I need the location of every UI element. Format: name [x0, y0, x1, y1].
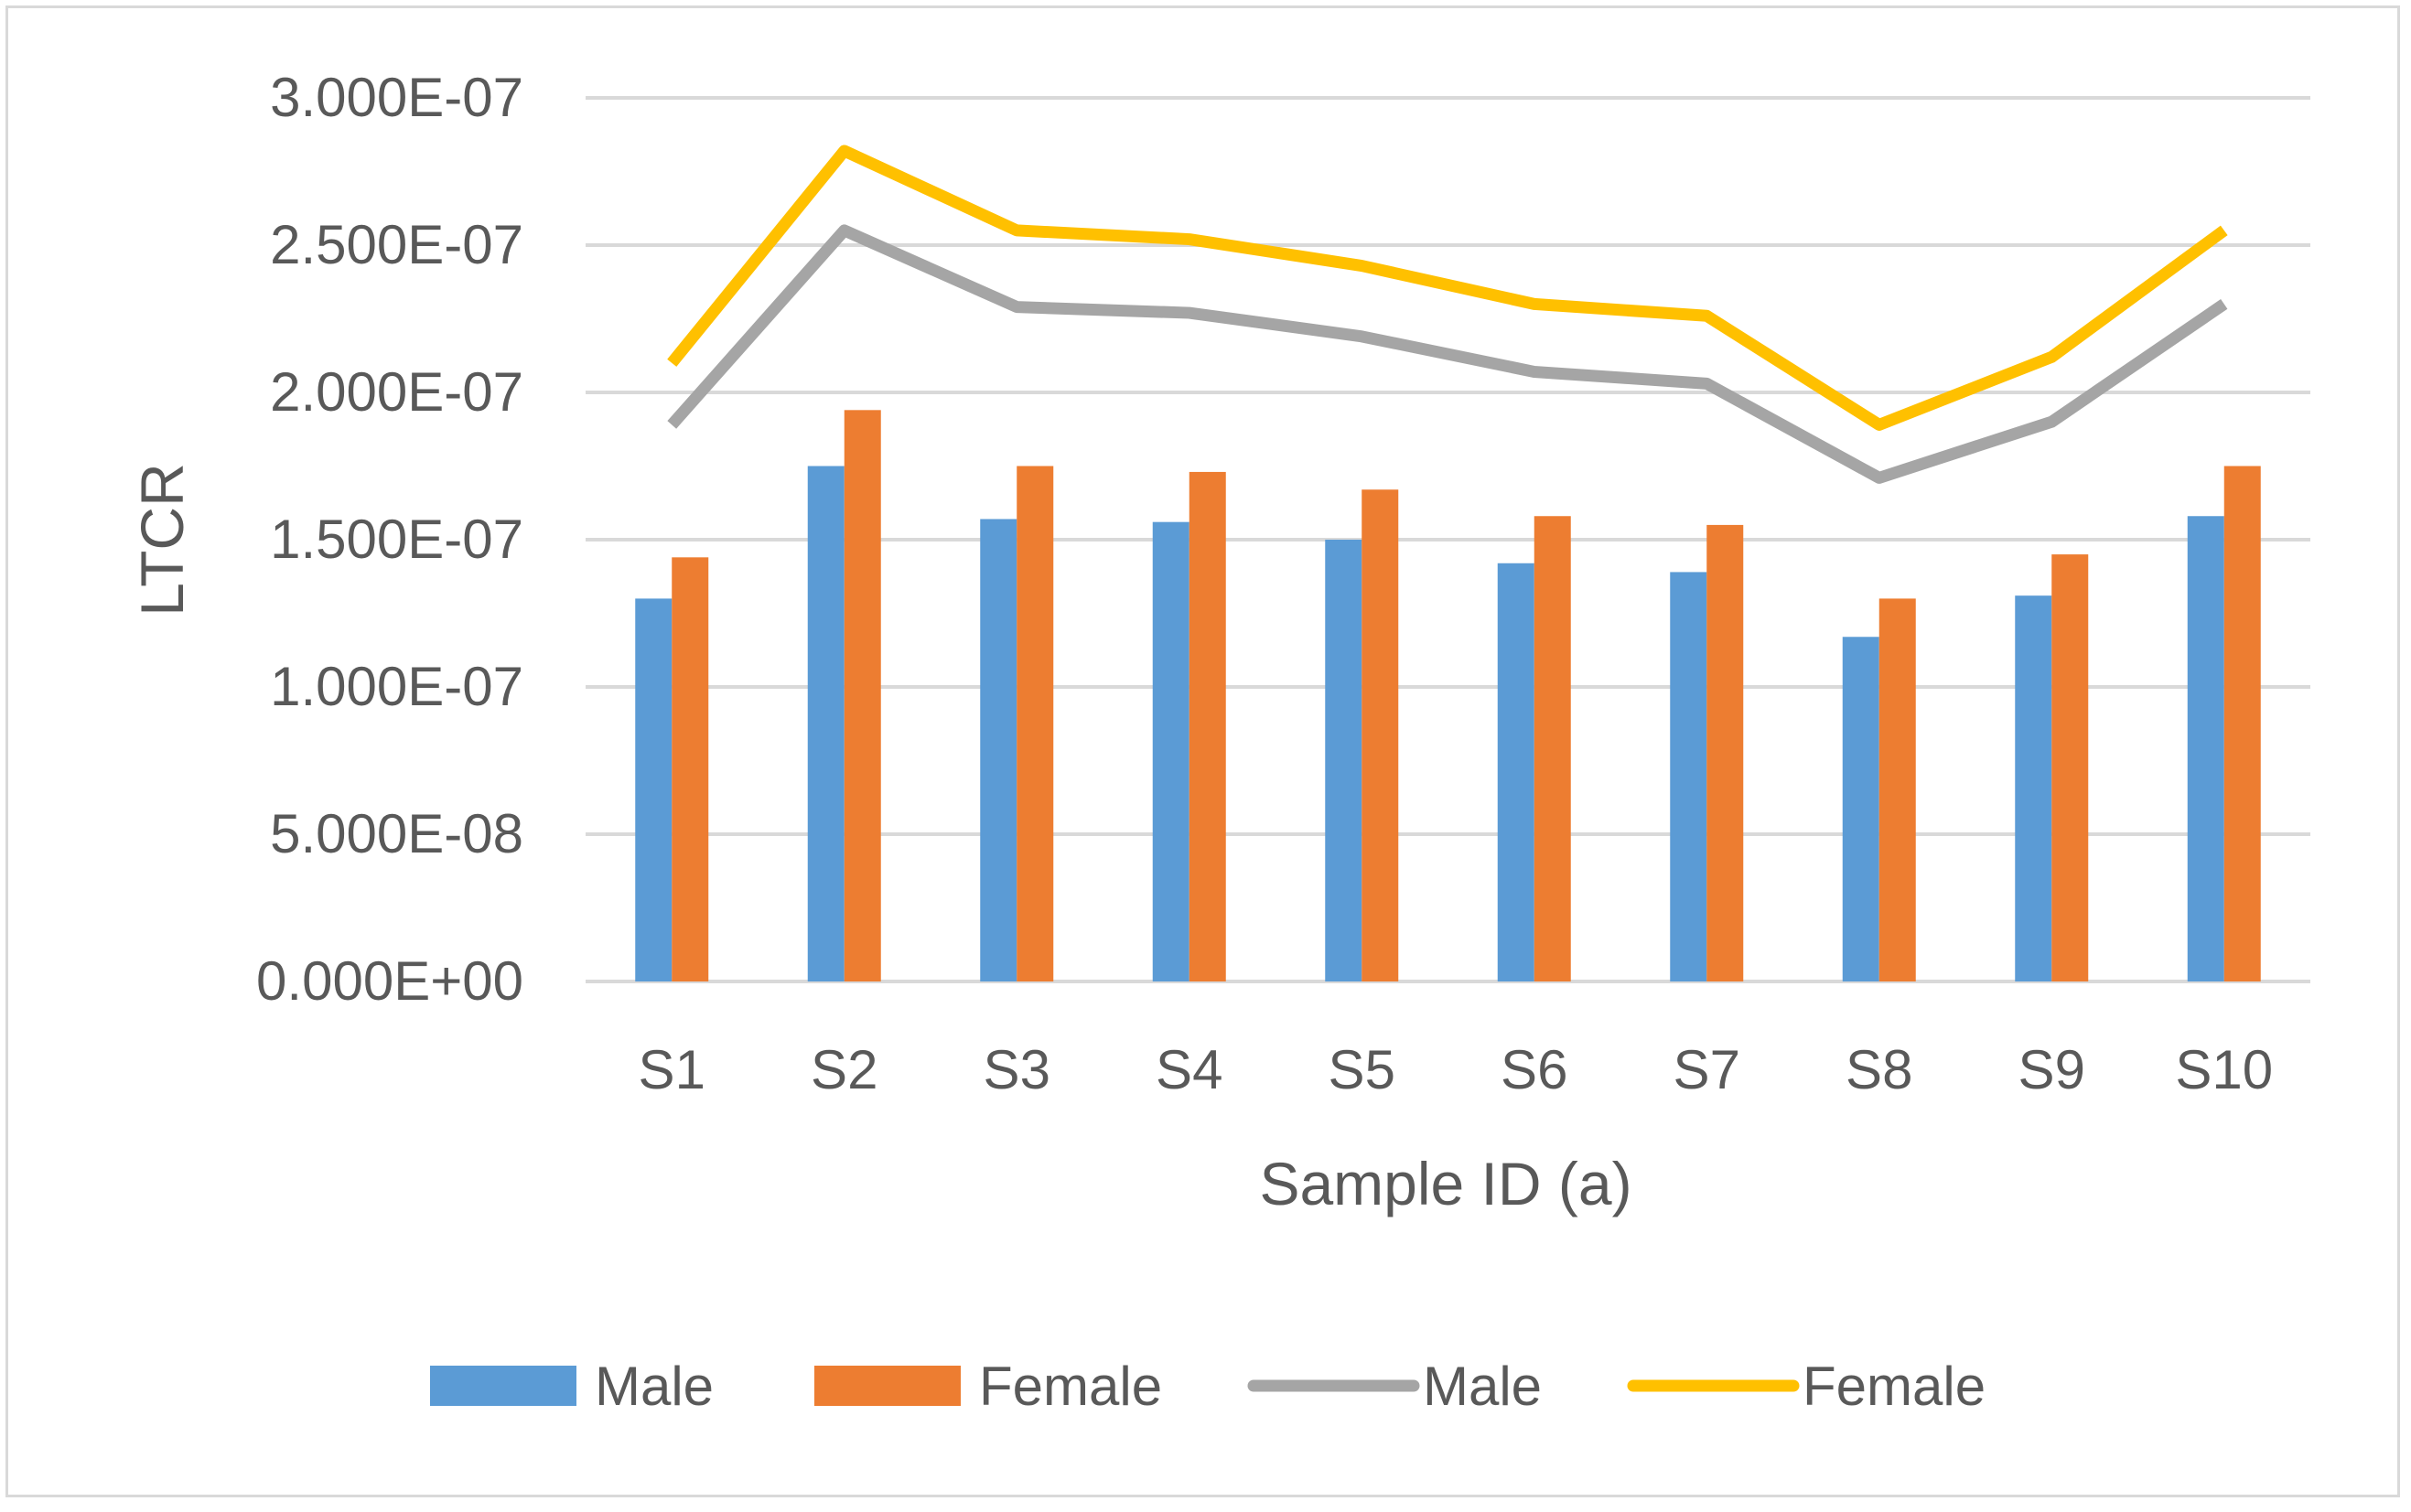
bar-female-s5 [1362, 489, 1399, 981]
bar-male-s3 [980, 519, 1017, 981]
y-tick-label: 2.000E-07 [270, 361, 523, 423]
line-female [667, 145, 2228, 431]
x-tick-label: S5 [1329, 1039, 1395, 1100]
legend-label: Male [595, 1356, 714, 1417]
bar-male-s8 [1842, 637, 1879, 981]
x-tick-label: S8 [1846, 1039, 1912, 1100]
bar-male-s7 [1670, 572, 1707, 981]
bar-female-s9 [2051, 554, 2089, 981]
y-tick-label: 3.000E-07 [270, 67, 523, 128]
bar-female-s7 [1706, 524, 1744, 981]
legend-label: Female [1803, 1356, 1986, 1417]
x-tick-label: S2 [811, 1039, 877, 1100]
x-tick-label: S4 [1156, 1039, 1222, 1100]
bar-male-s6 [1497, 563, 1534, 981]
legend-label: Female [979, 1356, 1162, 1417]
y-tick-label: 2.500E-07 [270, 214, 523, 275]
x-axis-title: Sample ID (a) [1259, 1150, 1631, 1217]
x-tick-label: S10 [2175, 1039, 2273, 1100]
bar-female-s4 [1189, 471, 1226, 981]
y-axis-ticks: 0.000E+00 5.000E-08 1.000E-07 1.500E-07 2.00… [256, 67, 523, 1012]
bar-male-s4 [1152, 521, 1189, 981]
y-tick-label: 0.000E+00 [256, 950, 523, 1012]
bar-male-s2 [807, 466, 845, 981]
x-tick-label: S9 [2018, 1039, 2085, 1100]
legend-label: Male [1423, 1356, 1542, 1417]
bars [635, 410, 2261, 981]
bar-female-s2 [844, 410, 881, 981]
y-axis-title: LTCR [128, 463, 196, 616]
lines [667, 145, 2228, 484]
legend-swatch [814, 1366, 961, 1406]
x-tick-label: S1 [639, 1039, 705, 1100]
bar-female-s6 [1534, 516, 1571, 981]
bar-female-s3 [1017, 466, 1054, 981]
x-axis-ticks: S1 S2 S3 S4 S5 S6 S7 S8 S9 S10 [639, 1039, 2274, 1100]
legend-swatch [430, 1366, 576, 1406]
bar-male-s10 [2187, 516, 2224, 981]
bar-female-s8 [1878, 598, 1916, 981]
legend: Male Female Male Female [430, 1356, 1986, 1417]
line-male [667, 224, 2228, 484]
y-tick-label: 1.000E-07 [270, 656, 523, 717]
x-tick-label: S3 [984, 1039, 1050, 1100]
bar-female-s1 [672, 557, 709, 981]
bar-male-s1 [635, 598, 673, 981]
x-tick-label: S7 [1674, 1039, 1740, 1100]
x-tick-label: S6 [1501, 1039, 1567, 1100]
y-tick-label: 5.000E-08 [270, 803, 523, 864]
bar-male-s5 [1325, 540, 1362, 981]
bar-female-s10 [2223, 466, 2261, 981]
bar-male-s9 [2015, 595, 2052, 981]
y-tick-label: 1.500E-07 [270, 509, 523, 570]
